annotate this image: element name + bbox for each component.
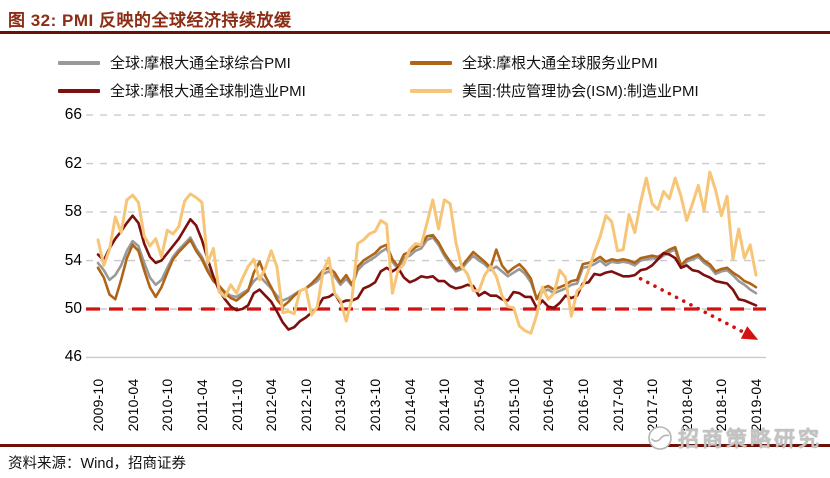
footer-divider	[0, 444, 830, 447]
series-line-0	[96, 236, 758, 302]
legend-item-global-manufacturing-pmi: 全球:摩根大通全球制造业PMI	[58, 80, 410, 101]
x-axis-tick-2014-04: 2014-04	[401, 378, 418, 432]
y-axis-tick-66: 66	[64, 106, 82, 124]
x-axis-tick-2010-04: 2010-04	[124, 378, 141, 432]
x-axis-tick-2012-10: 2012-10	[297, 378, 314, 432]
x-axis-tick-2014-10: 2014-10	[436, 378, 453, 432]
x-axis-tick-2009-10: 2009-10	[90, 378, 106, 432]
legend-label-composite: 全球:摩根大通全球综合PMI	[110, 55, 291, 72]
legend-label-manufacturing: 全球:摩根大通全球制造业PMI	[110, 83, 306, 100]
x-axis-tick-2017-04: 2017-04	[609, 378, 626, 432]
legend-line-swatch-manufacturing	[58, 88, 100, 93]
x-axis-tick-2010-10: 2010-10	[159, 378, 176, 432]
y-axis-tick-54: 54	[64, 251, 82, 269]
legend-label-services: 全球:摩根大通全球服务业PMI	[462, 55, 658, 72]
legend-item-global-composite-pmi: 全球:摩根大通全球综合PMI	[58, 52, 410, 73]
legend-item-us-ism-manufacturing-pmi: 美国:供应管理协会(ISM):制造业PMI	[410, 80, 699, 101]
x-axis-tick-2013-10: 2013-10	[367, 378, 384, 432]
trend-arrow-head	[740, 326, 759, 340]
legend-label-ism: 美国:供应管理协会(ISM):制造业PMI	[462, 83, 699, 100]
x-axis-tick-2015-10: 2015-10	[505, 378, 522, 432]
trend-arrow-line	[638, 276, 753, 338]
x-axis-tick-2015-04: 2015-04	[470, 378, 487, 432]
x-axis-tick-2012-04: 2012-04	[263, 378, 280, 432]
title-divider	[0, 31, 830, 34]
watermark-text: 招商策略研究	[678, 428, 822, 451]
brand-logo-icon	[648, 426, 672, 450]
x-axis-tick-2013-04: 2013-04	[332, 378, 349, 432]
x-axis-tick-2011-04: 2011-04	[193, 379, 210, 431]
source-note: 资料来源：Wind，招商证券	[8, 456, 187, 472]
x-axis-tick-2016-10: 2016-10	[574, 378, 591, 432]
y-axis-tick-46: 46	[64, 348, 82, 366]
series-line-2	[96, 214, 758, 331]
series-line-3	[96, 170, 758, 335]
legend-line-swatch-services	[410, 60, 452, 65]
x-axis-tick-2016-04: 2016-04	[540, 378, 557, 432]
y-axis-tick-50: 50	[64, 300, 82, 317]
chart-legend: 全球:摩根大通全球综合PMI 全球:摩根大通全球服务业PMI 全球:摩根大通全球…	[58, 52, 699, 101]
brand-watermark: 招商策略研究	[647, 423, 822, 453]
series-line-1	[96, 233, 758, 308]
y-axis-tick-62: 62	[64, 154, 82, 172]
legend-item-global-services-pmi: 全球:摩根大通全球服务业PMI	[410, 52, 699, 73]
figure-title: 图 32: PMI 反映的全球经济持续放缓	[8, 11, 292, 30]
legend-line-swatch-ism	[410, 88, 452, 93]
y-axis-tick-58: 58	[64, 203, 82, 221]
x-axis-tick-2011-10: 2011-10	[228, 379, 245, 431]
legend-line-swatch-composite	[58, 60, 100, 65]
